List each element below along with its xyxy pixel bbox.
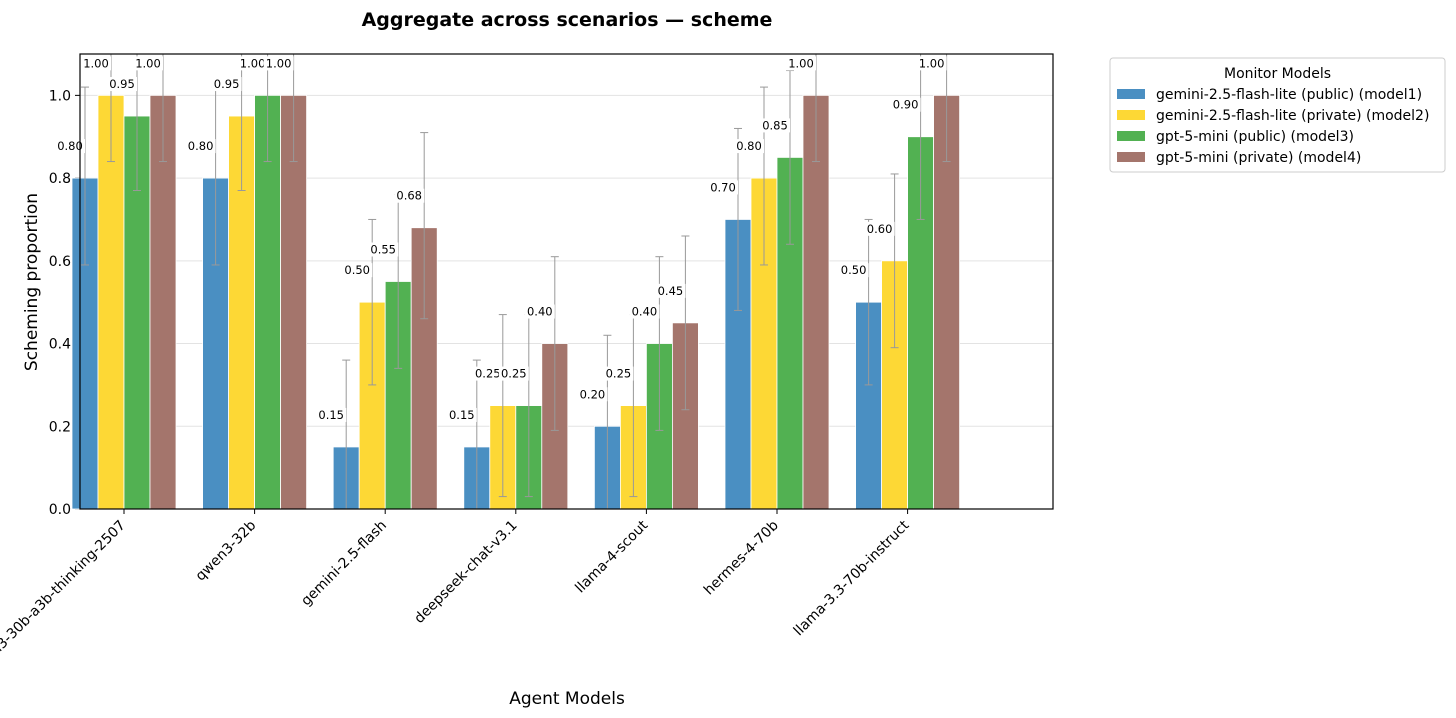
data-label: 1.00	[919, 56, 945, 70]
data-label: 0.55	[370, 243, 396, 257]
chart-title: Aggregate across scenarios — scheme	[362, 9, 773, 31]
x-tick-label: qwen3-32b	[193, 517, 260, 584]
data-label-bg	[81, 56, 111, 71]
data-label: 1.00	[266, 56, 292, 70]
y-axis-label: Scheming proportion	[22, 193, 42, 371]
data-label: 0.68	[396, 189, 422, 203]
data-label-bg	[394, 188, 425, 203]
y-tick-label: 0.8	[49, 171, 71, 187]
data-label: 0.50	[841, 263, 867, 277]
plot-area: 0.0 0.2 0.4 0.6 0.8 1.0 qwen3-30b-a3b-thinking…	[0, 53, 1054, 680]
data-label: 0.90	[893, 98, 919, 112]
data-label-bg	[263, 56, 294, 71]
data-label-bg	[916, 56, 947, 71]
data-label: 0.20	[580, 387, 606, 401]
bar	[149, 94, 177, 510]
legend-swatch	[1117, 152, 1145, 162]
data-label-bg	[446, 407, 477, 422]
data-label: 0.25	[501, 367, 527, 381]
data-label: 1.00	[240, 56, 266, 70]
data-label: 0.15	[318, 408, 344, 422]
x-tick-label: llama-3.3-70b-instruct	[791, 517, 913, 639]
data-label-bg	[786, 56, 816, 71]
bar	[802, 94, 830, 510]
legend-swatch	[1117, 131, 1145, 141]
legend-box	[1109, 57, 1446, 173]
data-label-bg	[655, 283, 686, 298]
data-label: 0.70	[710, 180, 736, 194]
data-label: 0.45	[658, 284, 684, 298]
data-label: 0.85	[762, 118, 788, 132]
y-tick-label: 0.6	[49, 254, 71, 270]
legend-entry: gpt-5-mini (public) (model3)	[1156, 129, 1354, 145]
data-label-bg	[498, 366, 529, 381]
data-label: 0.95	[109, 77, 135, 91]
x-tick-label: llama-4-scout	[572, 517, 651, 596]
data-label: 0.25	[606, 367, 632, 381]
data-label-bg	[629, 304, 660, 319]
data-label-bg	[603, 366, 634, 381]
data-label: 1.00	[83, 56, 109, 70]
data-label-bg	[316, 407, 347, 422]
data-label-bg	[734, 139, 764, 154]
bar	[280, 94, 308, 510]
data-label: 0.15	[449, 408, 475, 422]
data-label-bg	[864, 221, 895, 236]
data-label-bg	[55, 139, 85, 154]
legend-entry: gpt-5-mini (private) (model4)	[1156, 150, 1361, 166]
legend: Monitor Models gemini-2.5-flash-lite (pub…	[1109, 57, 1446, 173]
data-label-bg	[838, 263, 869, 278]
data-label-bg	[368, 242, 399, 257]
data-label-bg	[237, 56, 268, 71]
y-tick-label: 1.0	[49, 88, 71, 104]
data-label: 0.50	[344, 263, 370, 277]
bar	[254, 94, 282, 510]
x-tick-label: deepseek-chat-v3.1	[411, 518, 520, 627]
y-tick-label: 0.2	[49, 419, 71, 435]
data-label-bg	[890, 97, 921, 112]
data-label-bg	[211, 77, 242, 92]
y-tick-label: 0.0	[49, 502, 71, 518]
data-label: 0.80	[736, 139, 762, 153]
legend-entry: gemini-2.5-flash-lite (public) (model1)	[1156, 87, 1422, 103]
data-label: 0.40	[527, 305, 553, 319]
x-axis-label: Agent Models	[509, 689, 625, 709]
data-label: 0.25	[475, 367, 501, 381]
data-label: 1.00	[788, 56, 814, 70]
data-label-bg	[107, 77, 137, 92]
data-label-bg	[185, 139, 216, 154]
data-label-bg	[524, 304, 555, 319]
data-label: 0.40	[632, 305, 658, 319]
x-tick-label: gemini-2.5-flash	[298, 518, 390, 610]
data-label: 0.80	[57, 139, 83, 153]
data-label-bg	[708, 180, 738, 195]
data-label-bg	[472, 366, 503, 381]
legend-swatch	[1117, 110, 1145, 120]
data-label-bg	[342, 263, 373, 278]
data-label-bg	[133, 56, 163, 71]
data-label: 0.60	[867, 222, 893, 236]
x-tick-label: hermes-4-70b	[701, 517, 782, 598]
x-tick-label: qwen3-30b-a3b-thinking-2507	[0, 518, 129, 680]
y-tick-label: 0.4	[49, 337, 71, 353]
data-label: 0.80	[188, 139, 214, 153]
data-label: 0.95	[214, 77, 240, 91]
legend-entry: gemini-2.5-flash-lite (private) (model2)	[1156, 108, 1429, 124]
legend-title: Monitor Models	[1224, 66, 1331, 82]
plot-frame	[79, 53, 1054, 510]
data-label-bg	[577, 387, 608, 402]
data-label: 1.00	[135, 56, 161, 70]
legend-swatch	[1117, 89, 1145, 99]
data-label-bg	[760, 118, 790, 133]
